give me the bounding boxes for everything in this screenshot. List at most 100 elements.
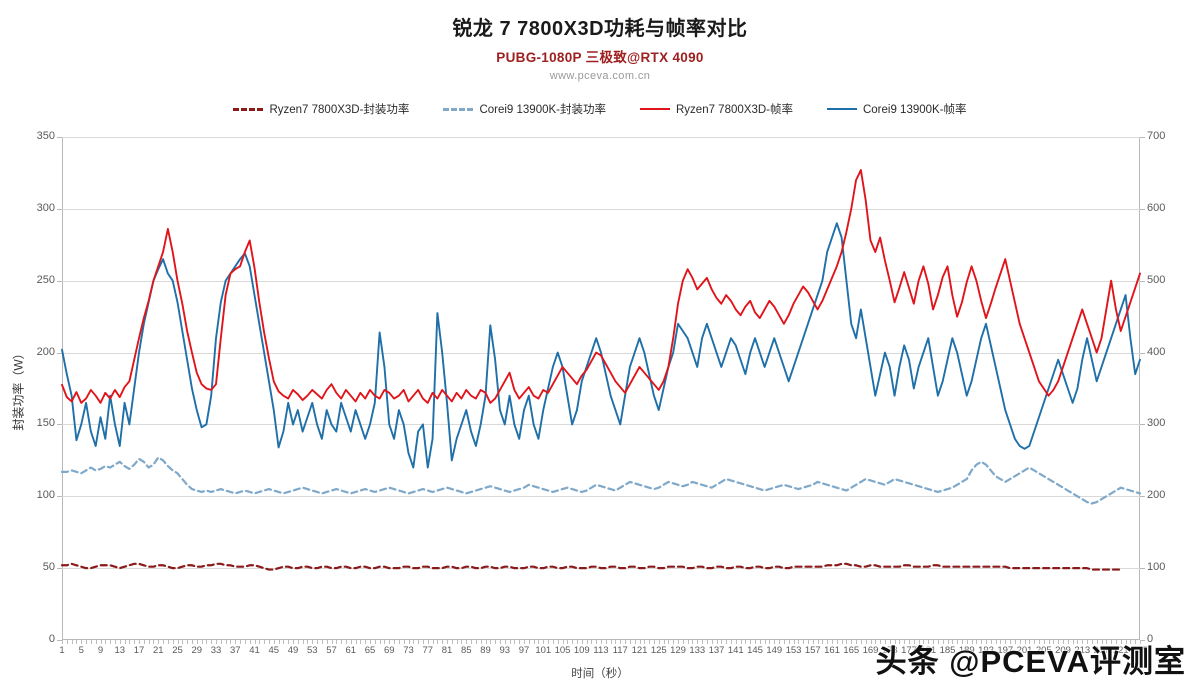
x-axis-tickmark (485, 640, 487, 644)
x-axis-tickmark (504, 640, 506, 644)
x-axis-tickmark (851, 640, 853, 644)
x-axis-tickmark (206, 640, 208, 644)
gridline (62, 424, 1140, 426)
x-axis-tickmark (321, 640, 323, 644)
x-axis-tickmark (976, 640, 978, 644)
x-axis-tickmark (1019, 640, 1021, 644)
x-axis-tickmark (884, 640, 886, 644)
legend-item-0[interactable]: Ryzen7 7800X3D-封装功率 (233, 101, 409, 117)
x-axis-tick-label: 225 (1132, 645, 1148, 656)
x-axis-tickmark (812, 640, 814, 644)
x-axis-tickmark (408, 640, 410, 644)
x-axis-tick-label: 73 (403, 645, 414, 656)
x-axis-tick-label: 53 (306, 645, 318, 656)
gridline (62, 280, 1140, 282)
x-axis-tickmark (182, 640, 184, 644)
x-axis-tickmark (721, 640, 723, 644)
legend-item-1[interactable]: Corei9 13900K-封装功率 (443, 101, 606, 117)
x-axis-tickmark (62, 640, 63, 644)
legend-item-3[interactable]: Corei9 13900K-帧率 (826, 101, 967, 117)
x-axis-tickmark (1034, 640, 1036, 644)
x-axis-tickmark (894, 640, 896, 644)
x-axis-tick-label: 1 (59, 645, 65, 656)
series-line (61, 169, 1141, 404)
x-axis-tickmark (1077, 640, 1079, 644)
series-line (60, 456, 1142, 505)
y-axis-left-tick-label: 0 (48, 633, 55, 645)
y-axis-left-tickmark (57, 496, 62, 498)
x-axis-tickmark (759, 640, 761, 644)
x-axis-tickmark (620, 640, 622, 644)
x-axis-tick-label: 133 (689, 645, 706, 656)
x-axis-tick-label: 185 (939, 645, 956, 656)
x-axis-tickmark (451, 640, 453, 644)
x-axis-tickmark (572, 640, 574, 644)
plot-area: 0 50 100 150 200 250 300 350 0 100 200 300 400 500 60… (12, 130, 1166, 645)
x-axis-tickmark (76, 640, 78, 644)
x-axis-tickmark (1072, 640, 1074, 644)
legend-label: Ryzen7 7800X3D-封装功率 (269, 104, 410, 116)
x-axis-tickmark (403, 640, 405, 644)
x-axis-tickmark (345, 640, 347, 644)
x-axis-tickmark (803, 640, 805, 644)
x-axis-tickmark (302, 640, 304, 644)
x-axis-tickmark (66, 640, 68, 644)
x-axis-tickmark (456, 640, 458, 644)
x-axis-tickmark (1115, 640, 1117, 644)
y-axis-left-tick-label: 100 (36, 489, 55, 502)
x-axis-tickmark (1135, 640, 1137, 644)
x-axis-tickmark (649, 640, 651, 644)
x-axis-tick-label: 85 (460, 645, 472, 656)
x-axis-tickmark (1029, 640, 1031, 644)
x-axis-tick-label: 173 (881, 645, 898, 656)
x-axis-tickmark (336, 640, 338, 644)
x-axis-tick-label: 197 (997, 645, 1014, 656)
x-axis-tickmark (1087, 640, 1089, 644)
x-axis-tick-label: 33 (210, 645, 222, 656)
x-axis-tickmark (268, 640, 270, 644)
x-axis-tickmark (735, 640, 737, 644)
x-axis-tick-label: 217 (1093, 645, 1110, 656)
x-axis-tick-label: 97 (518, 645, 530, 656)
x-axis-tickmark (591, 640, 593, 644)
x-axis-tickmark (475, 640, 477, 644)
x-axis-tickmark (543, 640, 545, 644)
x-axis-tickmark (552, 640, 554, 644)
x-axis-tickmark (264, 640, 266, 644)
x-axis-tickmark (909, 640, 910, 644)
y-axis-right-tick-label: 0 (1147, 633, 1154, 645)
x-axis-tickmark (827, 640, 829, 644)
x-axis-tickmark (798, 640, 800, 644)
x-axis-tickmark (471, 640, 473, 644)
y-axis-right-tick-label: 600 (1147, 201, 1166, 214)
x-axis-tickmark (562, 640, 564, 644)
x-axis-tickmark (95, 640, 97, 644)
legend-item-2[interactable]: Ryzen7 7800X3D-帧率 (640, 101, 793, 117)
x-axis-tickmark (586, 640, 588, 644)
x-axis-tickmark (163, 640, 165, 644)
x-axis-tickmark (90, 640, 92, 644)
x-axis-tick-label: 37 (229, 645, 241, 656)
y-axis-right-tickmark (1140, 568, 1145, 570)
x-axis-tickmark (870, 640, 872, 644)
x-axis-tickmark (755, 640, 756, 644)
x-axis-tick-label: 169 (862, 645, 879, 656)
gridline (62, 496, 1140, 498)
y-axis-right-tickmark (1140, 496, 1145, 498)
x-axis-tickmark (1140, 640, 1141, 644)
x-axis-tickmark (764, 640, 766, 644)
x-axis-tickmark (509, 640, 511, 644)
x-axis-tickmark (841, 640, 843, 644)
x-axis-tickmark (971, 640, 973, 644)
x-axis-tickmark (1038, 640, 1040, 644)
x-axis-tickmark (124, 640, 126, 644)
x-axis-tick-label: 209 (1055, 645, 1071, 656)
x-axis-tick-label: 201 (1016, 645, 1033, 656)
x-axis-tickmark (201, 640, 203, 644)
x-axis-tick-label: 29 (191, 645, 203, 656)
y-axis-left-tick-label: 250 (36, 273, 55, 286)
x-axis-tickmark (779, 640, 781, 644)
line-dashed-icon (443, 107, 474, 111)
y-axis-left-tickmark (57, 640, 62, 641)
x-axis-tickmark (514, 640, 516, 644)
